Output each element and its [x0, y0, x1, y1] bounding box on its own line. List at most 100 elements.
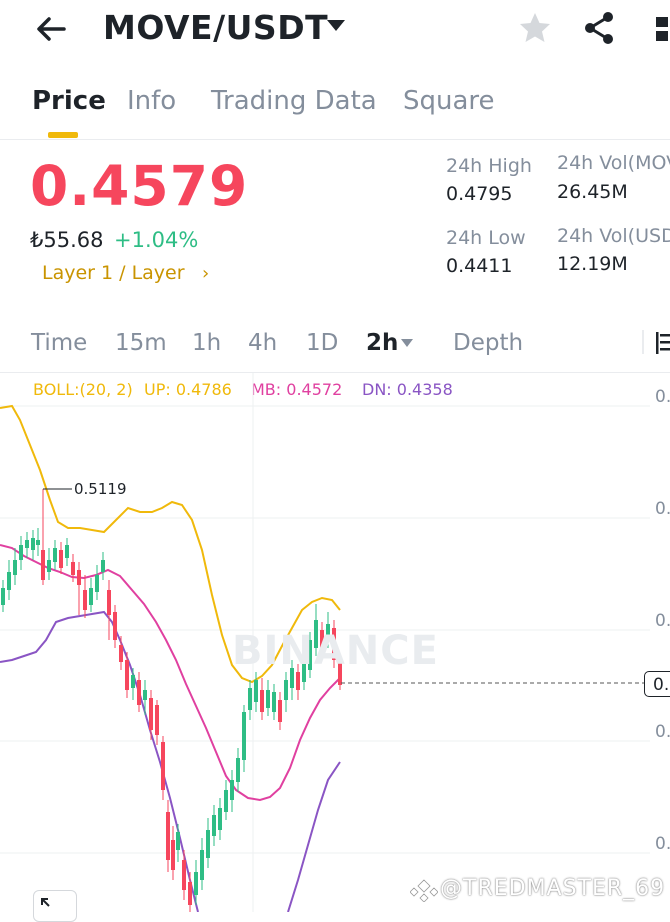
high-value: 0.4795: [446, 183, 513, 205]
candle-body: [25, 540, 29, 548]
candlestick-series: [1, 489, 342, 912]
candle-body: [143, 690, 147, 700]
candle-body: [272, 692, 276, 712]
candle-body: [83, 590, 87, 610]
interval-separator: [642, 330, 644, 354]
candle-body: [326, 624, 330, 640]
binance-square-logo-icon: [410, 879, 438, 902]
candle-body: [206, 830, 210, 858]
interval-1h[interactable]: 1h: [192, 330, 222, 356]
divider: [0, 372, 670, 373]
candle-body: [278, 700, 282, 722]
candle-body: [161, 742, 165, 790]
low-value: 0.4411: [446, 255, 513, 277]
share-icon[interactable]: [582, 11, 616, 45]
candle-body: [119, 645, 123, 662]
candle-body: [260, 690, 264, 712]
candle-body: [107, 590, 111, 615]
candle-body: [31, 538, 35, 550]
y-axis-label: 0.: [655, 611, 670, 631]
candle-body: [248, 688, 252, 710]
chevron-right-icon[interactable]: ›: [202, 263, 210, 284]
top-bar: MOVE/USDT: [0, 0, 670, 60]
candlestick-chart[interactable]: [0, 373, 670, 912]
interval-caret-down-icon[interactable]: [400, 338, 414, 348]
fullscreen-button[interactable]: [33, 890, 77, 922]
candle-body: [338, 662, 342, 685]
boll-params: BOLL:(20, 2): [33, 380, 133, 399]
candle-body: [314, 620, 318, 648]
boll-dn-value: DN: 0.4358: [362, 380, 453, 399]
interval-depth[interactable]: Depth: [453, 330, 524, 356]
candle-body: [71, 562, 75, 575]
candle-body: [332, 628, 336, 660]
candle-body: [308, 640, 312, 670]
last-price-tag: 0.: [644, 671, 670, 697]
candle-body: [182, 860, 186, 890]
active-tab-indicator: [48, 132, 78, 138]
candle-body: [194, 872, 198, 895]
binance-watermark: BINANCE: [232, 628, 439, 674]
candle-body: [65, 545, 69, 558]
chart-grid: [0, 373, 650, 912]
candle-body: [296, 672, 300, 690]
candle-body: [254, 680, 258, 702]
candle-body: [218, 808, 222, 830]
interval-2h[interactable]: 2h: [366, 330, 399, 356]
boll-mb-value: MB: 0.4572: [251, 380, 343, 399]
candle-body: [7, 572, 11, 590]
boll-lower-line: [0, 610, 341, 912]
candle-body: [19, 545, 23, 560]
candle-body: [284, 680, 288, 700]
candle-body: [171, 840, 175, 870]
interval-1d[interactable]: 1D: [306, 330, 339, 356]
expand-icon: [41, 898, 50, 907]
y-axis-label: 0.: [655, 834, 670, 854]
candle-body: [41, 550, 45, 580]
candle-body: [320, 630, 324, 650]
candle-body: [77, 570, 81, 585]
candle-body: [149, 698, 153, 730]
caret-down-icon[interactable]: [326, 18, 346, 32]
candle-body: [224, 790, 228, 812]
interval-time[interactable]: Time: [31, 330, 88, 356]
interval-4h[interactable]: 4h: [248, 330, 278, 356]
local-currency-price: ₺55.68: [30, 228, 104, 252]
vol-usdt-value: 12.19M: [557, 253, 628, 275]
tab-info[interactable]: Info: [127, 86, 177, 116]
candle-body: [131, 675, 135, 688]
boll-up-value: UP: 0.4786: [144, 380, 232, 399]
candle-body: [95, 575, 99, 592]
creator-credit: @TREDMASTER_69: [440, 876, 666, 901]
tab-price[interactable]: Price: [32, 86, 106, 116]
price-change-percent: +1.04%: [114, 228, 199, 252]
candle-body: [137, 680, 141, 705]
candle-body: [212, 815, 216, 836]
candle-body: [266, 690, 270, 708]
divider: [0, 139, 670, 140]
candle-body: [230, 780, 234, 800]
back-arrow-icon[interactable]: [34, 12, 68, 46]
interval-15m[interactable]: 15m: [115, 330, 167, 356]
y-axis-label: 0.: [655, 387, 670, 407]
max-price-label: 0.5119: [74, 480, 127, 498]
candle-body: [13, 560, 17, 575]
tab-square[interactable]: Square: [403, 86, 495, 116]
tab-trading-data[interactable]: Trading Data: [211, 86, 377, 116]
boll-upper-line: [0, 404, 341, 684]
y-axis-label: 0.: [655, 499, 670, 519]
chart-settings-icon[interactable]: [656, 332, 670, 354]
candle-body: [188, 882, 192, 905]
category-tag[interactable]: Layer 1 / Layer: [42, 262, 185, 284]
candle-body: [200, 850, 204, 880]
star-icon[interactable]: [518, 11, 552, 45]
candle-body: [290, 668, 294, 688]
more-icon[interactable]: [654, 14, 670, 44]
high-label: 24h High: [446, 155, 532, 177]
y-axis-label: 0.: [655, 722, 670, 742]
candle-body: [155, 705, 159, 735]
pair-title[interactable]: MOVE/USDT: [103, 8, 329, 47]
vol-move-label: 24h Vol(MOVE): [557, 152, 670, 174]
candle-body: [176, 832, 180, 850]
candle-body: [36, 540, 40, 545]
